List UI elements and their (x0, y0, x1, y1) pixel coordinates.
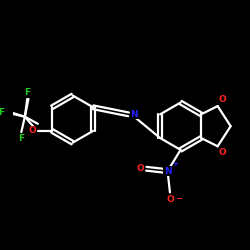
Text: F: F (18, 134, 24, 143)
Text: O: O (166, 195, 174, 204)
Text: +: + (172, 161, 178, 167)
Text: N: N (164, 167, 172, 176)
Text: N: N (130, 110, 138, 119)
Text: O: O (219, 95, 226, 104)
Text: O: O (137, 164, 144, 173)
Text: F: F (24, 88, 30, 97)
Text: −: − (175, 194, 182, 202)
Text: O: O (29, 126, 37, 136)
Text: F: F (0, 108, 4, 117)
Text: O: O (219, 148, 226, 157)
